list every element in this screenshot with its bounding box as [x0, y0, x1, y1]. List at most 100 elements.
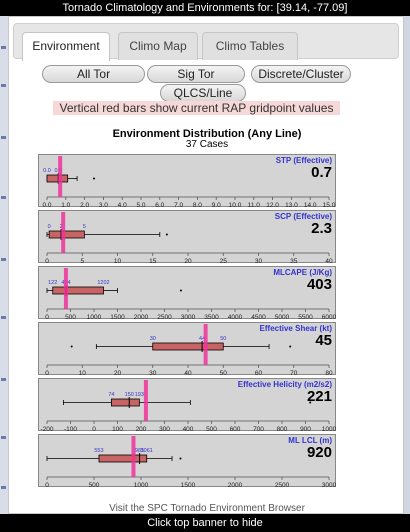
- tick-label: 2000: [134, 314, 149, 320]
- tick-label: 2500: [157, 314, 172, 320]
- distribution-cases: 37 Cases: [185, 139, 229, 150]
- tick-label: 400: [183, 426, 194, 432]
- tick-label: 2500: [275, 482, 290, 488]
- scp-boxplot: 0 5 10 15 20 25 30 35 40 0 2 5 SCP (Effective) 2.3: [38, 210, 336, 264]
- iqr-box: [98, 454, 148, 463]
- tick-label: 4500: [251, 314, 266, 320]
- stp-boxplot-svg: 0.0 1.0 2.0 3.0 4.0 5.0 6.0 7.0 8.0 9.0 10.0 11.0 12…: [42, 156, 336, 208]
- effective-shear-boxplot: 0 10 20 30 40 50 60 70 80 30 44 50 Effective Shear …: [38, 322, 336, 376]
- qlcs-line-button[interactable]: QLCS/Line: [160, 84, 246, 102]
- tick-label: 900: [300, 426, 311, 432]
- current-value-bar: [143, 380, 148, 421]
- scp-boxplot-svg: 0 5 10 15 20 25 30 35 400 2 5: [45, 212, 333, 264]
- tick-label: 0: [45, 314, 49, 320]
- q1-label: 30: [150, 336, 156, 342]
- tick-label: 700: [253, 426, 264, 432]
- tick-label: 500: [65, 314, 76, 320]
- tick-label: -100: [64, 426, 77, 432]
- tick-label: 40: [325, 258, 333, 264]
- scp-current-value: 2.3: [311, 220, 332, 237]
- mlcape-label: MLCAPE (J/Kg): [273, 268, 332, 277]
- q1-label: 122: [48, 280, 57, 286]
- median-label: 150: [125, 392, 134, 398]
- effective-shear-boxplot-svg: 0 10 20 30 40 50 60 70 80 30 44 50: [45, 324, 333, 376]
- iqr-box: [46, 174, 69, 183]
- tick-label: 500: [89, 482, 100, 488]
- tick-label: 13.0: [285, 202, 298, 208]
- tick-label: 15.0: [323, 202, 336, 208]
- footer-link-text[interactable]: Visit the SPC Tornado Environment Browse…: [109, 503, 305, 514]
- tick-label: 4000: [228, 314, 243, 320]
- tick-label: 1000: [322, 426, 337, 432]
- tick-label: 0: [45, 370, 49, 376]
- q1-label: 553: [94, 448, 103, 454]
- discrete-cluster-button[interactable]: Discrete/Cluster: [251, 65, 351, 83]
- median-label: 985: [135, 448, 144, 454]
- iqr-box: [48, 230, 85, 239]
- top-banner[interactable]: Tornado Climatology and Environments for…: [0, 0, 410, 16]
- current-values-note: Vertical red bars show current RAP gridp…: [53, 101, 340, 115]
- tab-environment[interactable]: Environment: [22, 32, 110, 61]
- bottom-banner[interactable]: Click top banner to hide: [0, 514, 410, 532]
- outlier-point: [179, 289, 182, 292]
- outlier-point: [179, 457, 182, 460]
- effective-shear-current-value: 45: [315, 332, 332, 349]
- outlier-point: [289, 345, 292, 348]
- outlier-point: [70, 345, 73, 348]
- tab-bar: Environment Climo Map Climo Tables: [13, 23, 399, 61]
- tick-label: 4.0: [118, 202, 127, 208]
- tick-label: 60: [255, 370, 263, 376]
- tick-label: 35: [290, 258, 298, 264]
- tick-label: 40: [184, 370, 192, 376]
- tick-label: 100: [112, 426, 123, 432]
- tick-label: 2000: [228, 482, 243, 488]
- tab-climo-map[interactable]: Climo Map: [118, 32, 198, 60]
- q1-label: 0: [48, 224, 51, 230]
- outlier-point: [309, 401, 312, 404]
- tick-label: 1500: [181, 482, 196, 488]
- tick-label: 30: [255, 258, 263, 264]
- tick-label: 5500: [298, 314, 313, 320]
- tick-label: 20: [184, 258, 192, 264]
- scp-label: SCP (Effective): [274, 212, 332, 221]
- ml-lcl-current-value: 920: [306, 444, 332, 461]
- tick-label: 0.0: [42, 202, 51, 208]
- tick-label: 0: [45, 258, 49, 264]
- tick-label: 20: [114, 370, 122, 376]
- effective-helicity-label: Effective Helicity (m2/s2): [237, 380, 332, 389]
- outlier-point: [165, 233, 168, 236]
- tick-label: 12.0: [266, 202, 279, 208]
- q1-label: 74: [108, 392, 114, 398]
- background-map-strip-right: [404, 16, 410, 514]
- tab-climo-tables[interactable]: Climo Tables: [202, 32, 298, 60]
- tick-label: 7.0: [174, 202, 183, 208]
- q3-label: 50: [220, 336, 226, 342]
- tick-label: 5: [80, 258, 84, 264]
- sig-tor-button[interactable]: Sig Tor: [147, 65, 245, 83]
- tick-label: 30: [149, 370, 157, 376]
- tick-label: 8.0: [193, 202, 202, 208]
- all-tor-button[interactable]: All Tor: [42, 65, 145, 83]
- distribution-title: Environment Distribution (Any Line): [112, 128, 302, 140]
- mlcape-boxplot: 0 500 1000 1500 2000 2500 3000 3500 4000 4500 5000…: [38, 266, 337, 320]
- tick-label: 1.0: [61, 202, 70, 208]
- tick-label: 6000: [322, 314, 337, 320]
- environment-panel: Environment Climo Map Climo Tables All T…: [8, 16, 404, 514]
- q3-label: 1202: [97, 280, 109, 286]
- tick-label: 70: [290, 370, 298, 376]
- tick-label: 1000: [87, 314, 102, 320]
- median-label: 44: [199, 336, 205, 342]
- stp-label: STP (Effective): [275, 156, 332, 165]
- background-map-strip: [0, 16, 8, 514]
- stp-boxplot: 0.0 1.0 2.0 3.0 4.0 5.0 6.0 7.0 8.0 9.0 10.0 11.0 12…: [38, 154, 336, 208]
- iqr-box: [152, 342, 224, 351]
- tick-label: 1500: [110, 314, 125, 320]
- tick-label: 600: [230, 426, 241, 432]
- tick-label: 9.0: [212, 202, 221, 208]
- median-label: 2: [60, 224, 63, 230]
- outlier-point: [93, 177, 95, 180]
- tick-label: 3000: [322, 482, 337, 488]
- q3-label: 1061: [141, 448, 153, 454]
- tick-label: 5000: [275, 314, 290, 320]
